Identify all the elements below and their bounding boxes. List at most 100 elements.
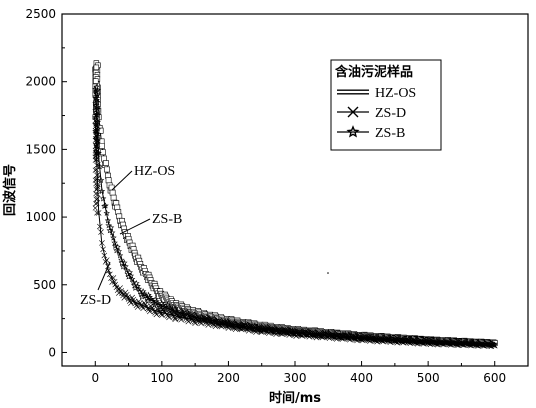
data-point: [95, 181, 101, 188]
data-point: [310, 332, 318, 339]
data-point: [95, 191, 101, 198]
data-point: [127, 272, 135, 279]
data-point: [99, 143, 105, 149]
data-point: [146, 308, 153, 315]
x-tick-label: 600: [483, 371, 506, 385]
y-tick-label: 1000: [25, 210, 56, 224]
data-point: [95, 210, 102, 216]
legend-entry-zs-d: ZS-D: [337, 106, 406, 121]
data-point: [122, 263, 129, 270]
data-point: [205, 314, 212, 322]
data-point: [92, 95, 99, 102]
data-point: [140, 305, 146, 312]
data-point: [158, 310, 165, 317]
data-point: [179, 309, 186, 316]
y-axis-ticks: 0 500 1000 1500 2000 2500: [25, 7, 67, 359]
data-point: [108, 229, 116, 236]
data-point: [206, 316, 213, 323]
data-point: [101, 252, 108, 259]
data-point: [93, 124, 100, 131]
x-tick-label: 200: [217, 371, 240, 385]
data-point: [92, 167, 98, 173]
x-tick-label: 500: [417, 371, 440, 385]
annotation-zs-d: ZS-D: [80, 293, 111, 308]
data-point: [107, 224, 115, 231]
legend-label: ZS-B: [375, 126, 405, 141]
legend-entries: HZ-OS ZS-D ZS-B: [337, 86, 416, 141]
data-point: [110, 194, 117, 201]
data-point: [93, 156, 100, 162]
data-point: [121, 259, 128, 266]
data-point: [93, 78, 99, 84]
annotation-zs-b: ZS-B: [152, 212, 182, 227]
data-point: [93, 90, 100, 97]
data-point: [94, 105, 101, 112]
data-point: [181, 312, 188, 319]
y-tick-label: 500: [33, 278, 56, 292]
x-tick-label: 400: [350, 371, 373, 385]
data-point: [197, 313, 205, 320]
data-point: [105, 177, 112, 184]
legend-box: [330, 59, 442, 151]
data-point: [133, 280, 140, 287]
data-point: [186, 311, 193, 318]
data-point: [303, 331, 311, 338]
data-point: [112, 281, 119, 288]
data-point: [97, 223, 103, 230]
data-point: [172, 316, 178, 323]
data-point: [286, 332, 293, 338]
data-point: [93, 149, 100, 156]
data-point: [111, 239, 118, 246]
data-point: [103, 160, 109, 167]
data-point: [218, 317, 225, 324]
data-point: [134, 282, 141, 289]
data-point: [94, 87, 101, 94]
data-point: [128, 275, 136, 282]
data-point: [177, 307, 185, 314]
data-point: [200, 315, 207, 322]
data-point: [102, 259, 109, 265]
data-point: [131, 298, 138, 305]
data-point: [237, 325, 244, 332]
data-point: [263, 327, 270, 335]
plot-series-group: [92, 60, 498, 350]
data-point: [159, 301, 167, 308]
data-point: [132, 300, 139, 307]
data-point: [217, 322, 224, 329]
data-point: [202, 318, 210, 325]
data-point: [196, 318, 204, 325]
data-point: [185, 309, 192, 317]
annotation-hz-os-leader: [111, 170, 133, 191]
data-point: [94, 172, 100, 178]
data-point: [277, 329, 285, 337]
data-point: [270, 328, 277, 336]
data-point: [209, 320, 217, 327]
data-point: [94, 125, 101, 132]
legend-label: HZ-OS: [375, 86, 416, 101]
legend-entry-hz-os: HZ-OS: [337, 86, 416, 101]
data-point: [93, 110, 100, 117]
data-point: [149, 304, 155, 311]
data-point: [114, 243, 121, 250]
data-point: [273, 331, 279, 337]
data-point: [136, 298, 142, 305]
data-point: [109, 279, 116, 285]
data-point: [92, 120, 99, 127]
data-point: [98, 187, 106, 194]
data-point: [229, 323, 237, 331]
data-point: [93, 129, 100, 136]
data-point: [103, 257, 110, 263]
data-point: [139, 303, 145, 310]
data-point: [92, 127, 99, 134]
data-point: [92, 109, 99, 116]
data-point: [194, 315, 201, 322]
legend-title: 含油污泥样品: [334, 64, 413, 80]
data-point: [125, 273, 132, 280]
legend-swatch-marker: [346, 125, 360, 138]
data-point: [191, 312, 199, 319]
data-point: [213, 318, 220, 325]
legend-swatch-marker: [347, 106, 359, 118]
data-point: [109, 189, 116, 196]
